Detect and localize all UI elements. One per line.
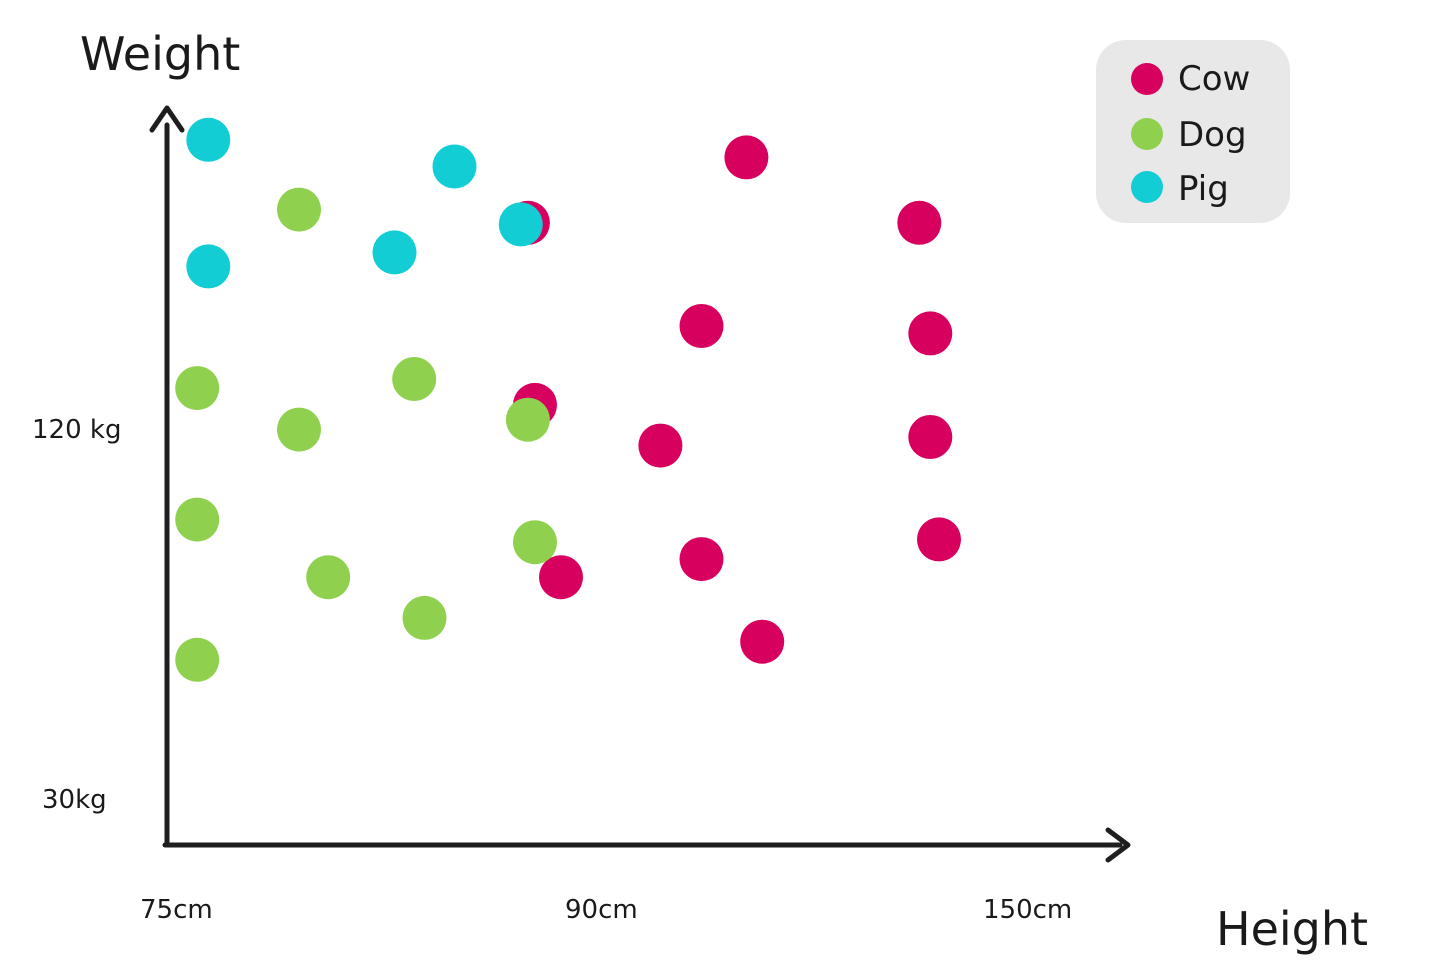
- legend-label-pig: Pig: [1178, 169, 1229, 209]
- data-point-dog: [513, 520, 557, 565]
- legend-marker-pig: [1131, 171, 1163, 203]
- y-tick-label: 120 kg: [32, 415, 121, 445]
- x-tick-label: 150cm: [983, 895, 1072, 925]
- data-points: [175, 117, 961, 682]
- x-axis-title: Height: [1216, 902, 1368, 956]
- data-point-pig: [186, 244, 231, 289]
- data-point-cow: [638, 423, 683, 468]
- data-point-cow: [740, 619, 785, 664]
- data-point-cow: [679, 304, 724, 348]
- data-point-pig: [186, 117, 231, 162]
- data-point-dog: [392, 357, 437, 401]
- legend-marker-cow: [1131, 63, 1163, 95]
- data-point-dog: [277, 187, 321, 232]
- data-point-dog: [175, 366, 220, 411]
- y-tick-label: 30kg: [42, 785, 107, 815]
- data-point-cow: [917, 517, 961, 562]
- x-axis-arrowhead: [1105, 827, 1131, 863]
- legend: Cow Dog Pig: [1096, 40, 1290, 223]
- data-point-dog: [175, 637, 220, 682]
- data-point-dog: [306, 555, 351, 600]
- y-axis-title: Weight: [80, 27, 240, 81]
- data-point-cow: [908, 311, 953, 356]
- legend-label-dog: Dog: [1178, 115, 1247, 155]
- data-point-dog: [505, 397, 550, 442]
- data-point-pig: [372, 230, 417, 275]
- data-point-cow: [897, 200, 942, 245]
- legend-label-cow: Cow: [1178, 59, 1250, 99]
- data-point-pig: [498, 202, 543, 247]
- data-point-pig: [432, 144, 477, 189]
- data-point-dog: [277, 407, 321, 452]
- x-tick-label: 75cm: [140, 895, 213, 925]
- data-point-dog: [402, 595, 447, 640]
- data-point-dog: [175, 497, 220, 542]
- axes: [149, 105, 1131, 863]
- y-axis-arrowhead: [149, 105, 185, 133]
- data-point-cow: [908, 415, 953, 459]
- legend-marker-dog: [1131, 118, 1163, 150]
- data-point-cow: [679, 537, 724, 582]
- x-tick-label: 90cm: [565, 895, 638, 925]
- data-point-cow: [539, 555, 583, 600]
- data-point-cow: [724, 135, 769, 180]
